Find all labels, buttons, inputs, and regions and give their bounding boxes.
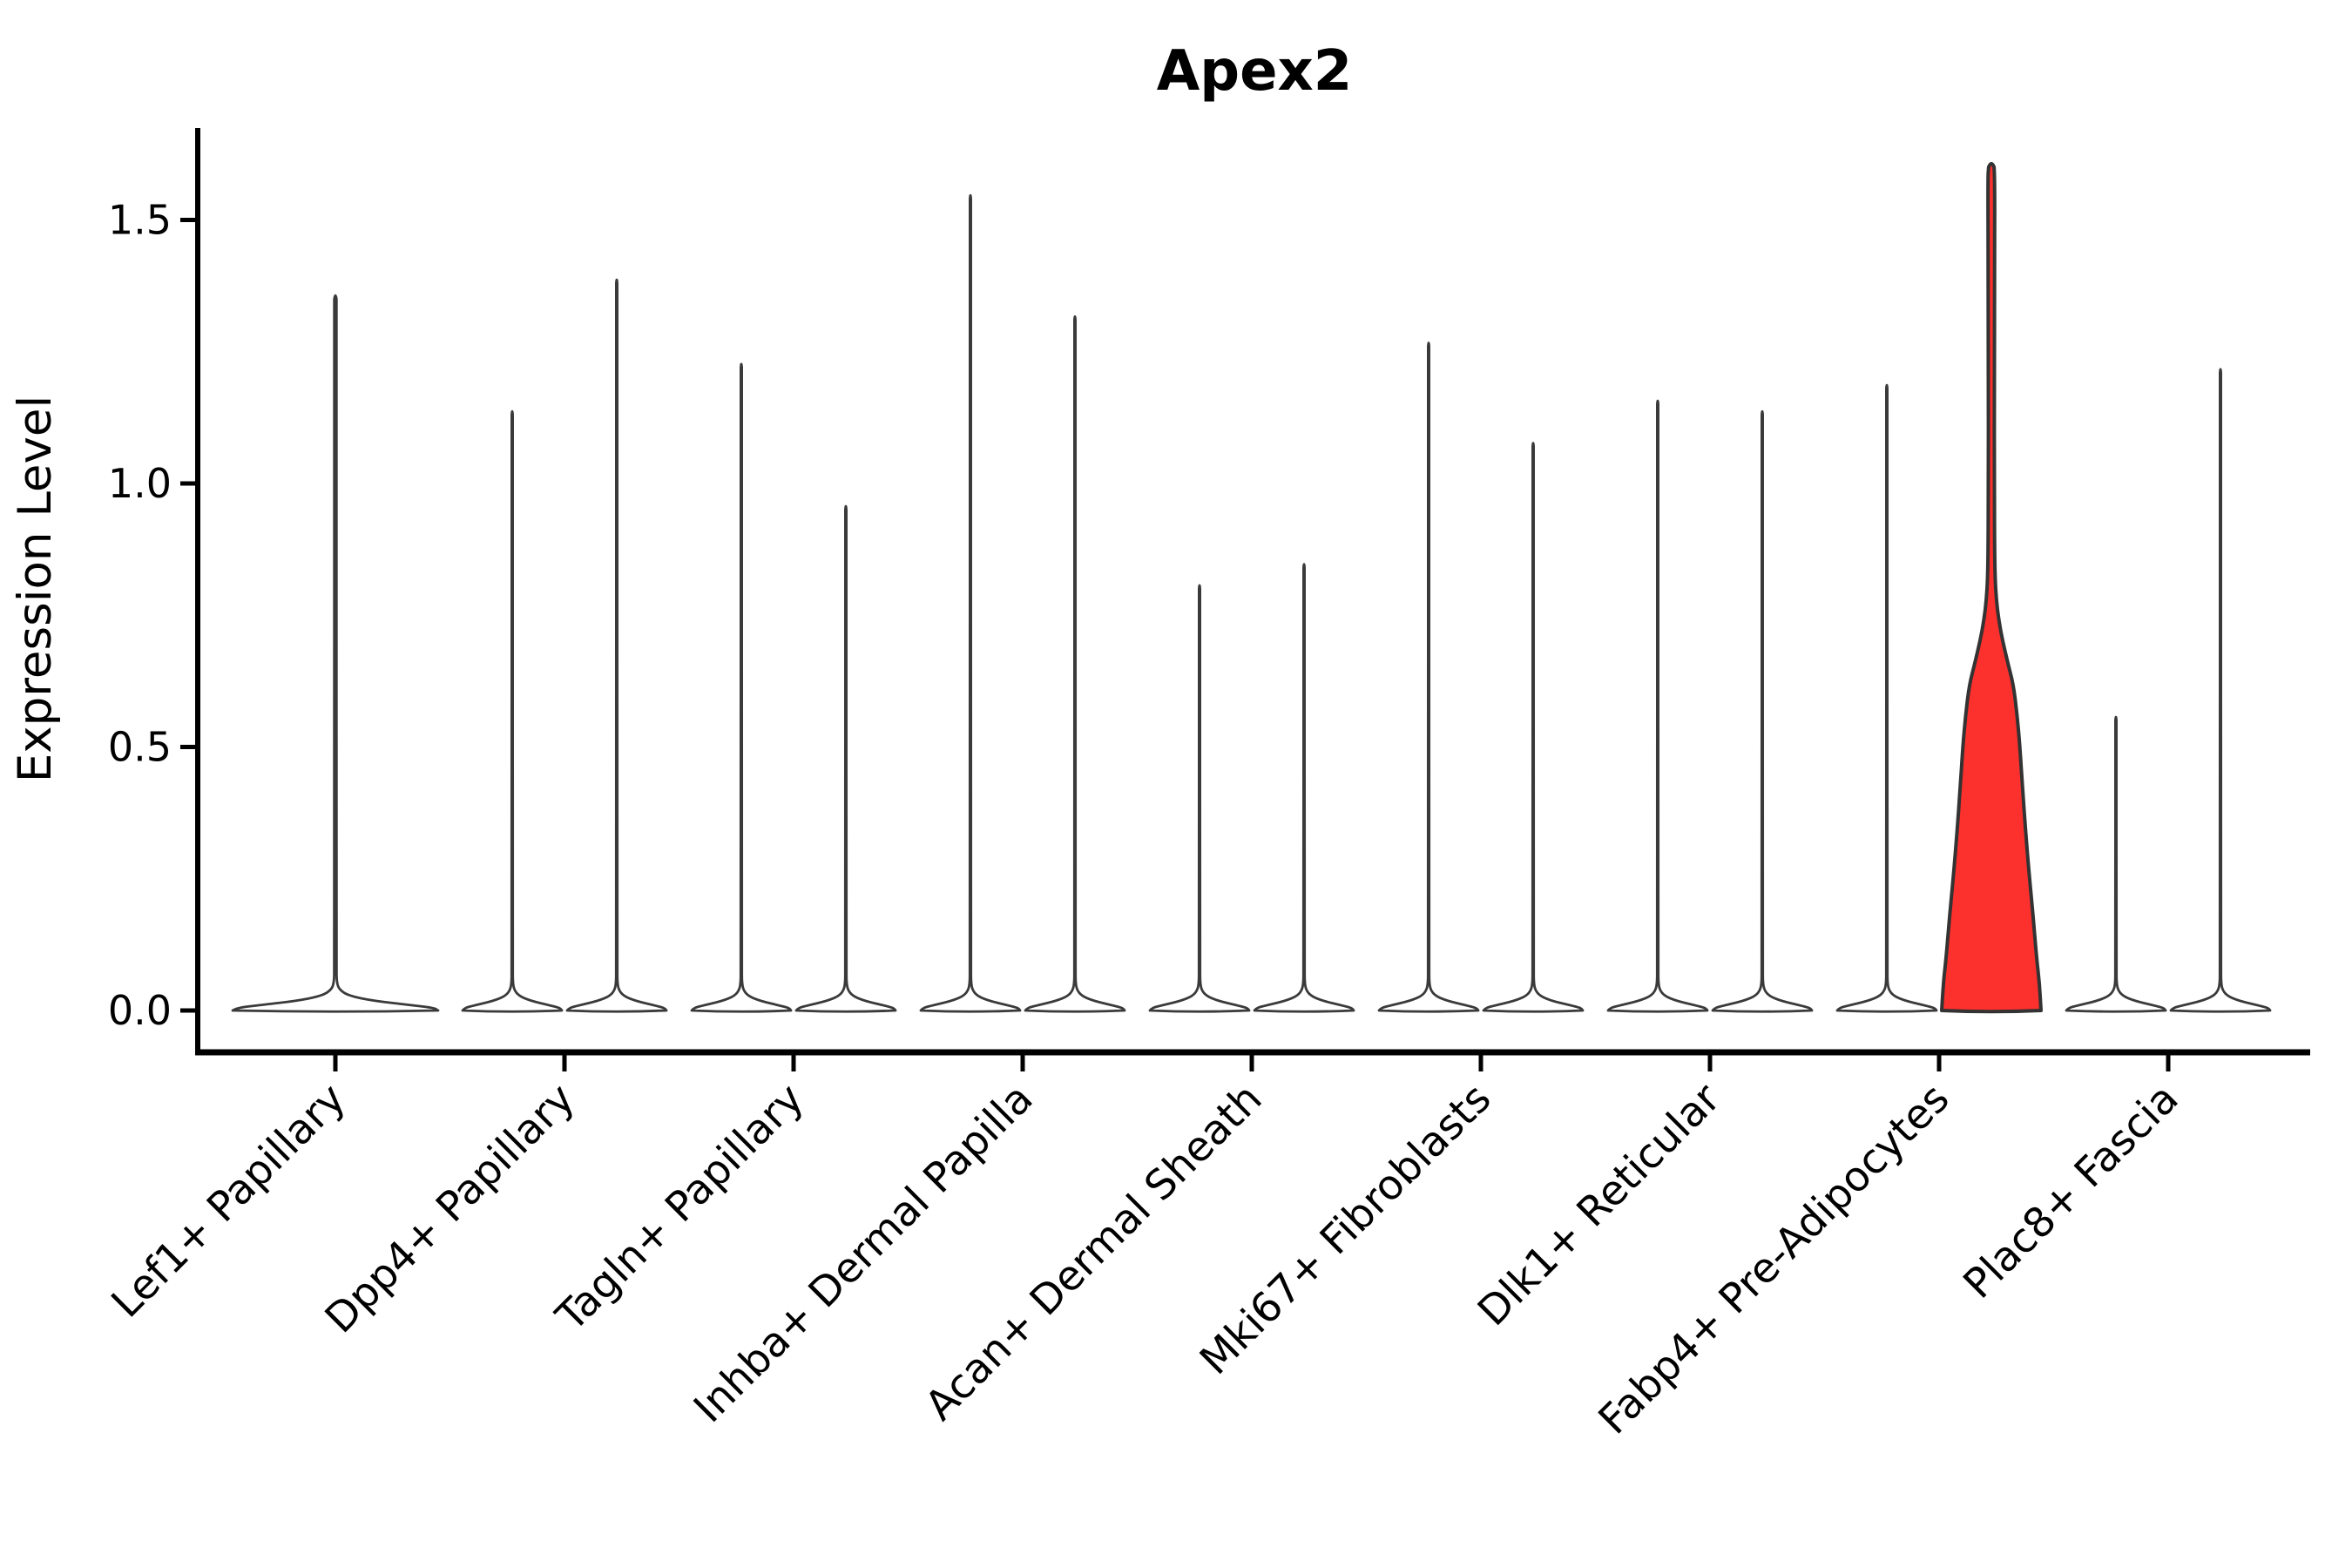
x-tick-label-1: Dpp4+ Papillary bbox=[316, 1075, 585, 1343]
y-tick-label-3: 1.5 bbox=[108, 197, 172, 244]
violin-dpp4+-right bbox=[565, 278, 668, 1013]
y-tick-label-1: 0.5 bbox=[108, 724, 172, 771]
violin-tagln+-right bbox=[794, 504, 897, 1013]
violin-lef1+-center bbox=[231, 294, 440, 1013]
x-tick-label-2: Tagln+ Papillary bbox=[547, 1075, 814, 1342]
violin-plac8+-right bbox=[2169, 368, 2272, 1013]
x-tick-label-0: Lef1+ Papillary bbox=[103, 1075, 355, 1328]
violin-inhba+-left bbox=[919, 193, 1022, 1013]
violin-fabp4+-right bbox=[1940, 161, 2043, 1014]
violin-mki67+-right bbox=[1482, 442, 1585, 1013]
violin-dlk1+-left bbox=[1606, 399, 1709, 1013]
x-tick-label-6: Dlk1+ Reticular bbox=[1469, 1074, 1730, 1335]
y-axis-label: Expression Level bbox=[9, 395, 62, 782]
x-tick-label-8: Plac8+ Fascia bbox=[1955, 1075, 2188, 1308]
y-tick-label-0: 0.0 bbox=[108, 987, 172, 1034]
violin-acan+-left bbox=[1148, 584, 1251, 1013]
page-title: Apex2 bbox=[1157, 39, 1353, 104]
violin-fabp4+-left bbox=[1835, 383, 1938, 1013]
violin-dlk1+-right bbox=[1711, 409, 1814, 1013]
y-tick-label-2: 1.0 bbox=[108, 460, 172, 507]
violin-dpp4+-left bbox=[461, 409, 564, 1013]
violin-inhba+-right bbox=[1024, 315, 1126, 1013]
violin-mki67+-left bbox=[1377, 341, 1480, 1013]
violin-acan+-right bbox=[1253, 563, 1355, 1013]
violin-tagln+-left bbox=[690, 362, 793, 1013]
violin-plac8+-left bbox=[2065, 715, 2167, 1013]
